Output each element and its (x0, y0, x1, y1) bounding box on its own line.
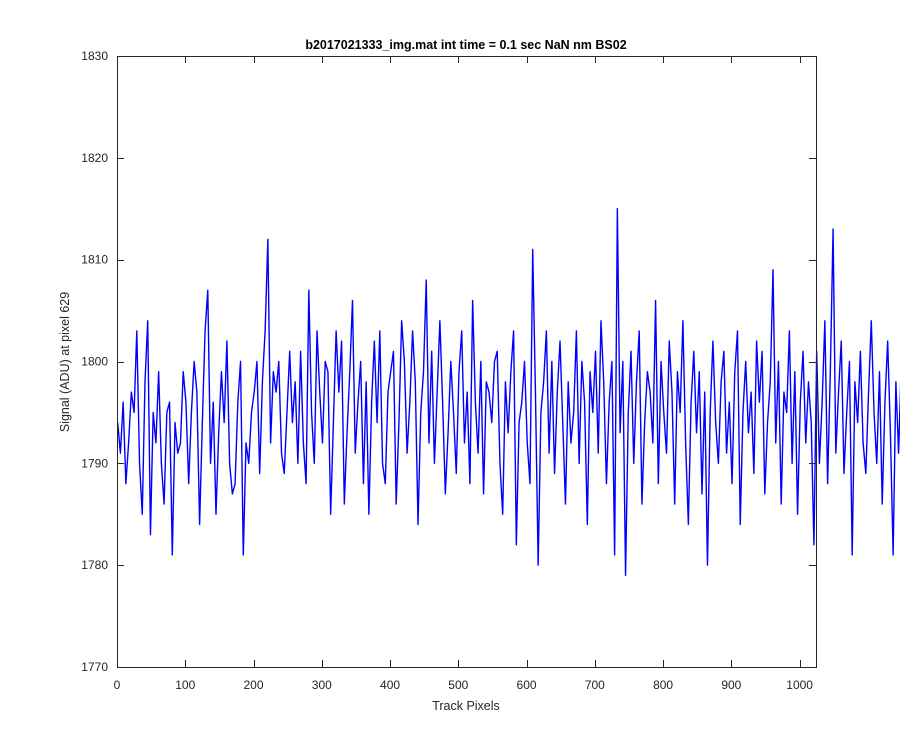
series-line-1 (116, 208, 900, 577)
x-tick-label: 100 (175, 678, 195, 692)
y-axis: 1770 1780 1790 1800 1810 1820 1830 (81, 49, 816, 674)
x-axis-label: Track Pixels (432, 699, 500, 713)
x-tick-label: 900 (721, 678, 741, 692)
y-tick-label: 1800 (81, 355, 108, 369)
y-tick-label: 1780 (81, 558, 108, 572)
y-axis-label: Signal (ADU) at pixel 629 (58, 292, 72, 432)
x-tick-label: 400 (380, 678, 400, 692)
x-tick-label: 0 (114, 678, 121, 692)
chart-title: b2017021333_img.mat int time = 0.1 sec N… (305, 38, 626, 52)
y-tick-label: 1810 (81, 253, 108, 267)
x-tick-label: 200 (244, 678, 264, 692)
y-tick-label: 1790 (81, 456, 108, 470)
y-tick-label: 1770 (81, 660, 108, 674)
x-tick-label: 300 (312, 678, 332, 692)
x-tick-label: 600 (517, 678, 537, 692)
y-tick-label: 1820 (81, 151, 108, 165)
x-tick-label: 1000 (786, 678, 813, 692)
x-tick-label: 500 (448, 678, 468, 692)
x-tick-label: 800 (653, 678, 673, 692)
x-axis: 0 100 200 300 400 500 600 700 800 900 1000 (114, 56, 813, 692)
y-tick-label: 1830 (81, 49, 108, 63)
x-tick-label: 700 (585, 678, 605, 692)
plot-area (117, 56, 816, 667)
series-layer (116, 208, 900, 577)
